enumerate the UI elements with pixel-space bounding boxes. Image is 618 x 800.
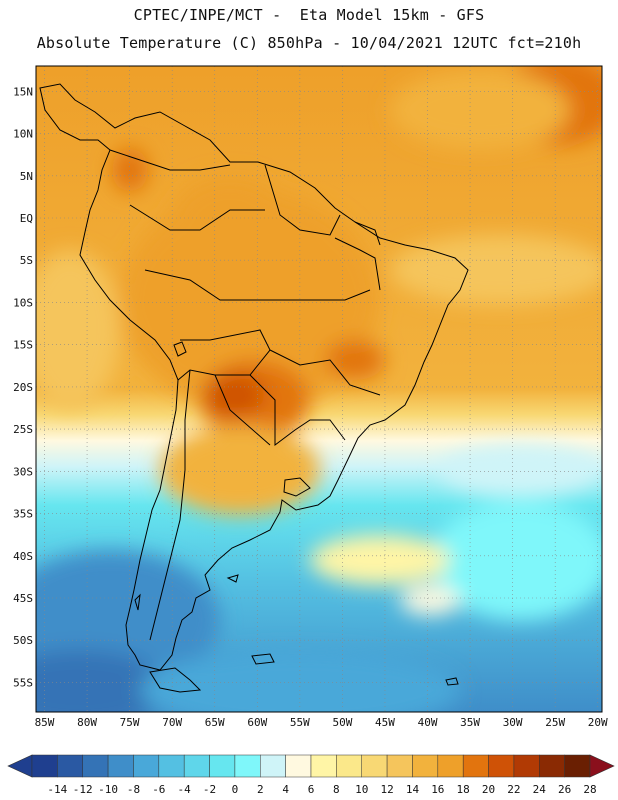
lon-label: 65W <box>205 716 225 729</box>
longitude-labels: 85W 80W 75W 70W 65W 60W 55W 50W 45W 40W 35W 30W 25W 2… <box>35 716 608 729</box>
colorbar-swatch <box>234 754 261 778</box>
colorbar-tick-label: 28 <box>583 783 596 796</box>
lat-label: 50S <box>13 634 33 647</box>
colorbar-swatch <box>386 754 413 778</box>
latitude-labels: 15N 10N 5N EQ 5S 10S 15S 20S 25S 30S 35S 40S 45S 50S 5… <box>13 85 33 689</box>
colorbar-swatch <box>310 754 337 778</box>
coastline <box>39 83 469 693</box>
colorbar-tick-label: 2 <box>257 783 264 796</box>
lat-label: 5S <box>20 254 33 267</box>
lat-label: 15S <box>13 339 33 352</box>
colorbar-swatch <box>158 754 185 778</box>
colorbar-swatch <box>336 754 362 778</box>
colorbar-tick-label: -2 <box>203 783 216 796</box>
colorbar-swatch <box>437 754 464 778</box>
colorbar-swatch <box>31 754 58 778</box>
lon-label: 60W <box>247 716 267 729</box>
lat-label: 40S <box>13 550 33 563</box>
colorbar-high-arrow <box>589 754 615 778</box>
colorbar-swatch <box>539 754 565 778</box>
colorbar-swatch <box>107 754 134 778</box>
lon-label: 45W <box>375 716 395 729</box>
lon-label: 55W <box>290 716 310 729</box>
lon-label: 35W <box>460 716 480 729</box>
lon-label: 40W <box>418 716 438 729</box>
colorbar-tick-label: -10 <box>98 783 118 796</box>
lat-label: EQ <box>20 212 33 225</box>
lat-label: 15N <box>13 85 33 98</box>
colorbar-swatch <box>564 754 591 778</box>
lat-label: 5N <box>20 170 33 183</box>
colorbar-tick-label: 0 <box>232 783 239 796</box>
colorbar-swatch <box>513 754 540 778</box>
colorbar-tick-label: 6 <box>308 783 315 796</box>
lat-label: 10N <box>13 128 33 141</box>
colorbar-tick-label: -8 <box>127 783 140 796</box>
lon-label: 70W <box>162 716 182 729</box>
colorbar-swatch <box>462 754 489 778</box>
colorbar-swatch <box>285 754 312 778</box>
colorbar-tick-label: 4 <box>282 783 289 796</box>
colorbar-tick-label: 20 <box>482 783 495 796</box>
title-line-2: Absolute Temperature (C) 850hPa - 10/04/… <box>36 34 582 52</box>
colorbar-swatch <box>209 754 236 778</box>
colorbar-swatch <box>361 754 388 778</box>
colorbar-swatch <box>133 754 160 778</box>
lat-label: 45S <box>13 592 33 605</box>
lat-label: 25S <box>13 423 33 436</box>
lon-label: 80W <box>77 716 97 729</box>
colorbar-tick-label: 14 <box>406 783 420 796</box>
colorbar-tick-label: 18 <box>457 783 470 796</box>
colorbar-labels: -14 -12 -10 -8 -6 -4 -2 0 2 4 6 8 10 12 14 16 18 20 22 24 26… <box>47 783 596 796</box>
colorbar <box>7 754 615 778</box>
colorbar-tick-label: -12 <box>73 783 93 796</box>
colorbar-swatch <box>488 754 515 778</box>
map-frame <box>35 65 603 713</box>
lon-label: 85W <box>35 716 55 729</box>
lat-label: 20S <box>13 381 33 394</box>
temperature-field <box>36 66 602 712</box>
colorbar-tick-label: -4 <box>178 783 192 796</box>
lon-label: 20W <box>588 716 608 729</box>
colorbar-tick-label: 16 <box>431 783 444 796</box>
lon-label: 75W <box>120 716 140 729</box>
title-line-1: CPTEC/INPE/MCT - Eta Model 15km - GFS <box>133 6 485 24</box>
lon-label: 25W <box>545 716 565 729</box>
lat-label: 35S <box>13 508 33 521</box>
colorbar-tick-label: -14 <box>47 783 67 796</box>
colorbar-tick-label: -6 <box>152 783 165 796</box>
colorbar-tick-label: 12 <box>380 783 393 796</box>
colorbar-swatch <box>82 754 109 778</box>
colorbar-tick-label: 10 <box>355 783 368 796</box>
lat-label: 10S <box>13 296 33 309</box>
lon-label: 30W <box>503 716 523 729</box>
colorbar-tick-label: 22 <box>507 783 520 796</box>
colorbar-swatch <box>412 754 439 778</box>
colorbar-tick-label: 24 <box>533 783 547 796</box>
colorbar-swatch <box>57 754 83 778</box>
colorbar-low-arrow <box>7 754 33 778</box>
colorbar-tick-label: 8 <box>333 783 340 796</box>
lon-label: 50W <box>332 716 352 729</box>
lat-label: 55S <box>13 676 33 689</box>
colorbar-swatch <box>260 754 286 778</box>
lat-label: 30S <box>13 465 33 478</box>
colorbar-tick-label: 26 <box>558 783 571 796</box>
colorbar-swatch <box>183 754 210 778</box>
